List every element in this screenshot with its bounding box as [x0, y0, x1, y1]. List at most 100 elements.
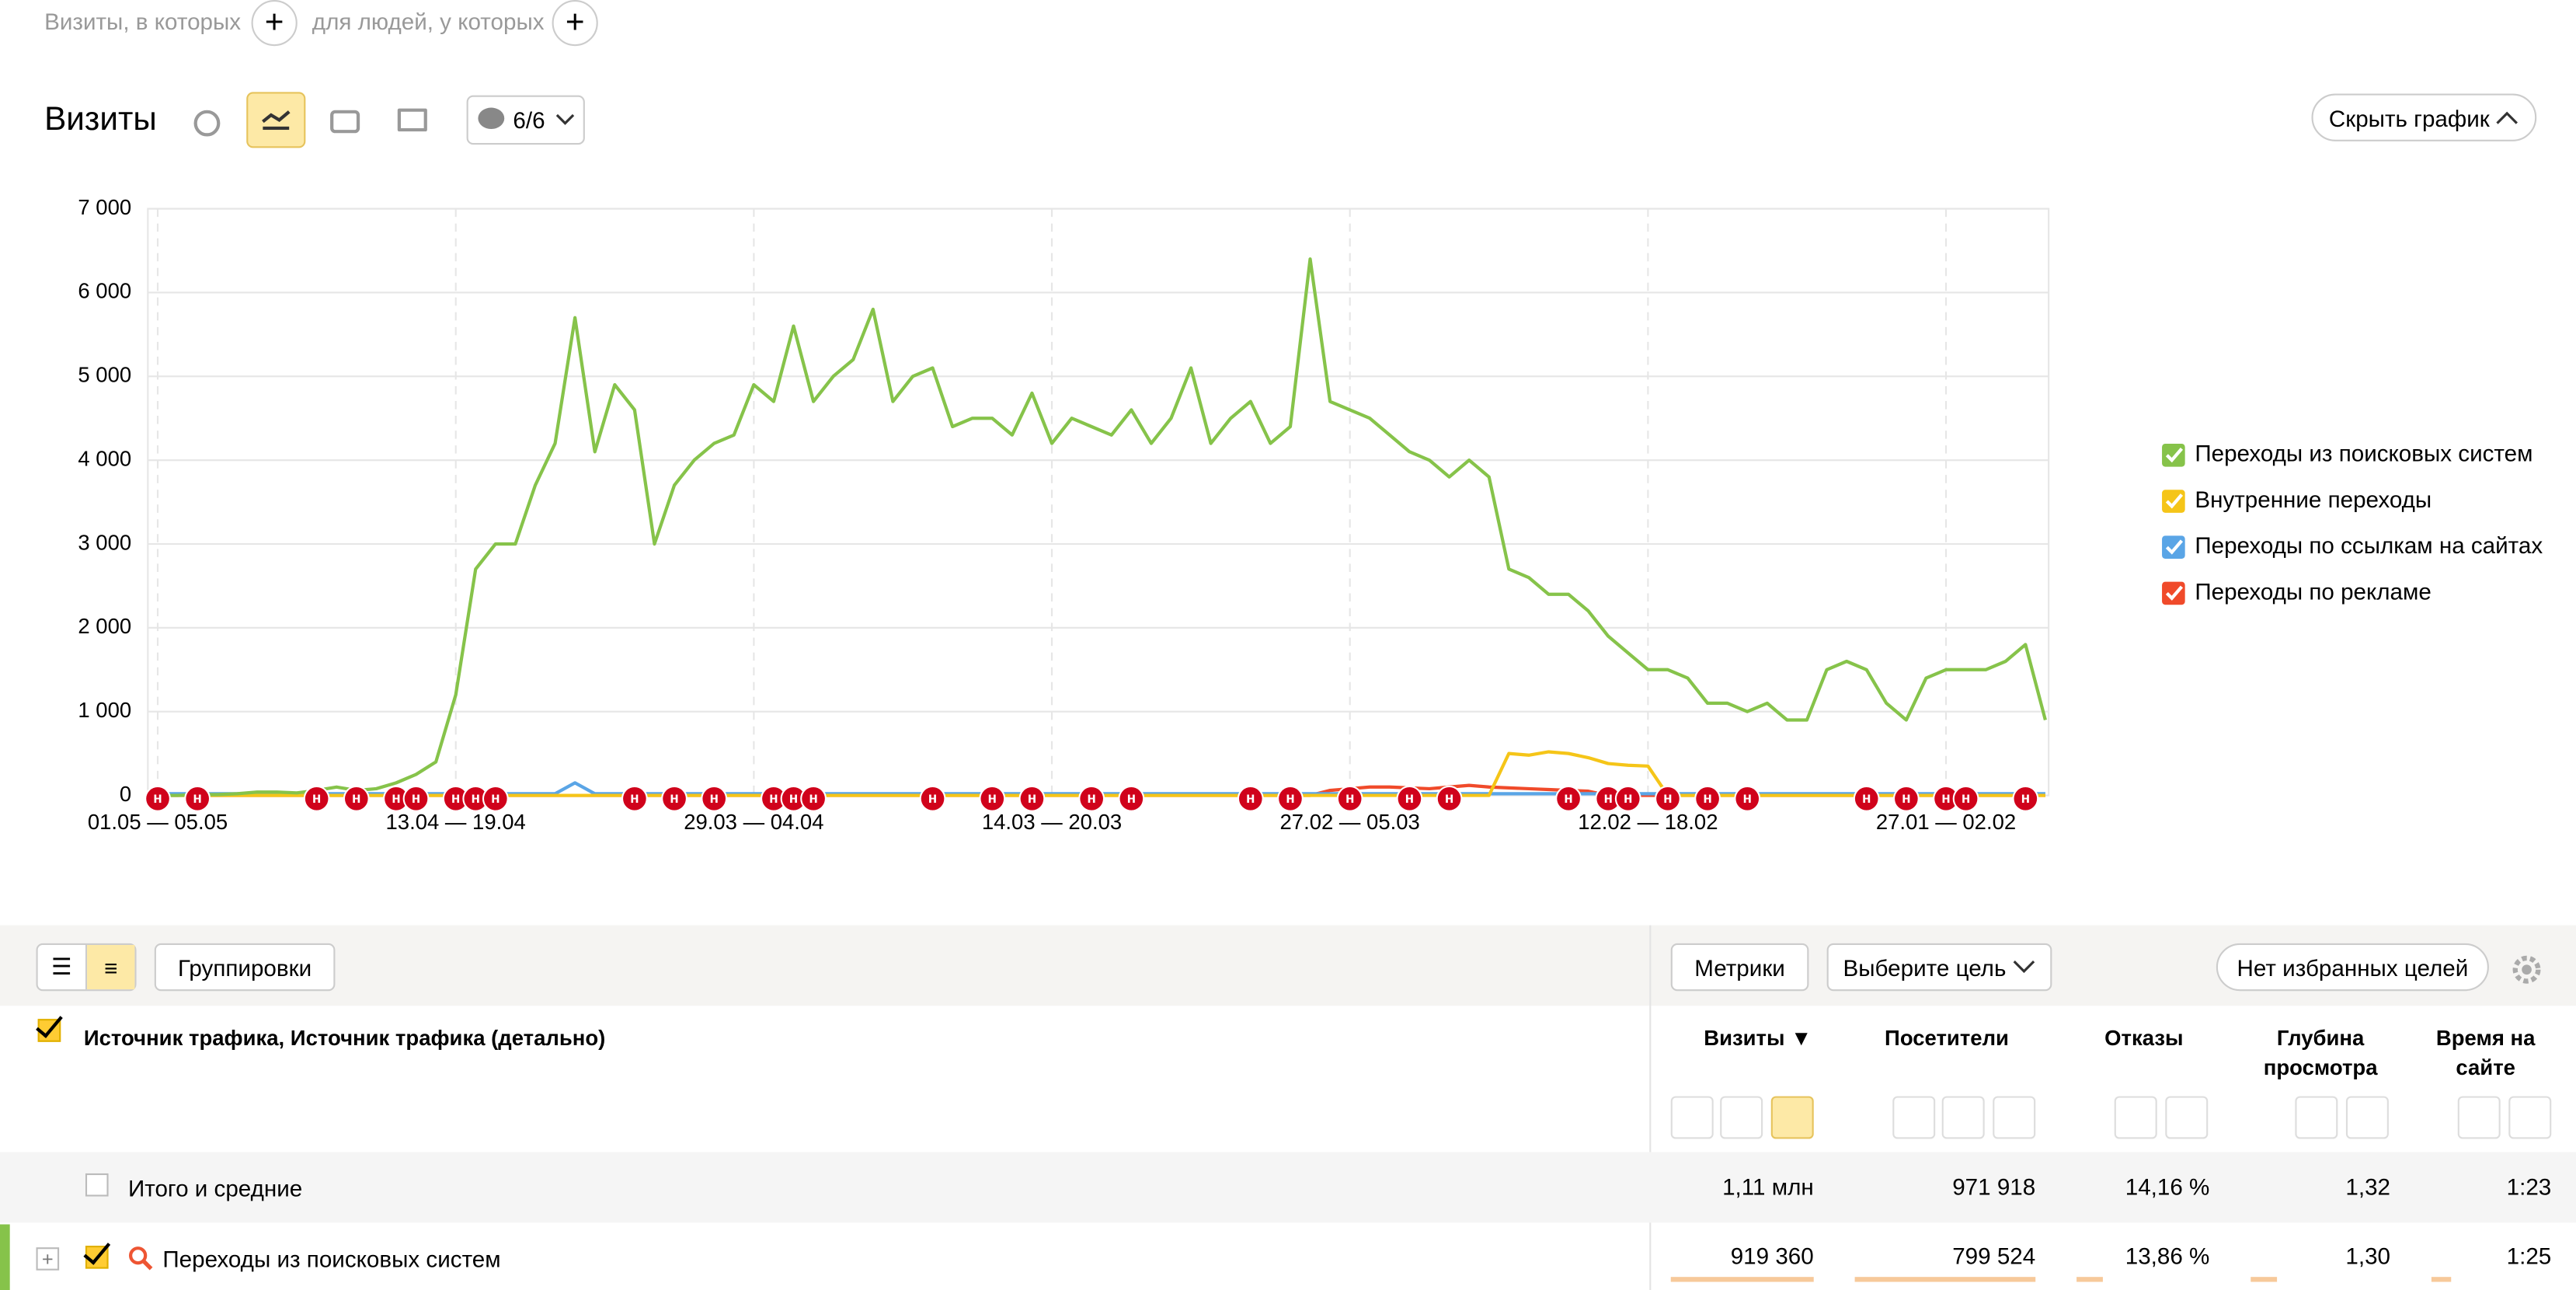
annotation-marker[interactable]: н	[1614, 785, 1641, 812]
notes-counter: 6/6	[513, 106, 545, 134]
checkbox[interactable]	[37, 1019, 61, 1042]
marker-label: н	[1941, 790, 1951, 807]
legend-item[interactable]: Переходы из поисковых систем	[2162, 441, 2532, 467]
annotation-marker[interactable]: н	[1952, 785, 1979, 812]
filter-label: для людей, у которых	[312, 8, 545, 35]
annotation-marker[interactable]: н	[919, 785, 946, 812]
annotation-marker[interactable]: н	[1892, 785, 1920, 812]
expand-button[interactable]: +	[36, 1247, 60, 1271]
search-icon	[129, 1246, 153, 1271]
legend-label: Внутренние переходы	[2195, 487, 2432, 513]
annotation-marker[interactable]: н	[1396, 785, 1423, 812]
annotation-marker[interactable]: н	[343, 785, 370, 812]
goal-select[interactable]: Выберите цель	[1826, 943, 2052, 992]
row-label: Итого и средние	[127, 1175, 303, 1201]
button-label: Выберите цель	[1843, 954, 2007, 981]
cell: 919 360	[1730, 1242, 1814, 1269]
cell: 1,11 млн	[1722, 1173, 1814, 1200]
bar-view-button[interactable]	[397, 108, 427, 132]
add-filter-button[interactable]: +	[552, 0, 598, 47]
bar-toggle[interactable]	[2508, 1096, 2552, 1139]
annotation-marker[interactable]: н	[2012, 785, 2039, 812]
checkbox[interactable]	[85, 1173, 109, 1197]
line-view-button[interactable]	[246, 92, 306, 148]
annotation-marker[interactable]: н	[621, 785, 648, 812]
area-view-button[interactable]	[330, 110, 360, 134]
groupings-button[interactable]: Группировки	[154, 943, 336, 992]
annotation-marker[interactable]: н	[761, 785, 787, 812]
annotation-marker[interactable]: н	[701, 785, 728, 812]
annotation-marker[interactable]: н	[1655, 785, 1681, 812]
annotation-marker[interactable]: н	[1734, 785, 1761, 812]
cell: 971 918	[1952, 1173, 2036, 1200]
annotation-marker[interactable]: н	[482, 785, 509, 812]
annotation-marker[interactable]: н	[1853, 785, 1880, 812]
annotation-marker[interactable]: н	[1277, 785, 1304, 812]
marker-dot	[800, 785, 827, 812]
column-header[interactable]: Визиты ▼	[1704, 1025, 1812, 1051]
percent-toggle[interactable]	[1941, 1096, 1985, 1139]
favorite-goals-button[interactable]: Нет избранных целей	[2216, 943, 2489, 992]
annotation-marker[interactable]: н	[1694, 785, 1721, 812]
annotation-marker[interactable]: н	[800, 785, 827, 812]
report-toolbar	[0, 925, 2576, 1006]
marker-label: н	[312, 790, 322, 807]
pie-toggle[interactable]	[2457, 1096, 2501, 1139]
column-header[interactable]: Отказы	[2104, 1025, 2184, 1051]
bar-toggle[interactable]	[2165, 1096, 2209, 1139]
legend-item[interactable]: Внутренние переходы	[2162, 487, 2432, 513]
marker-label: н	[928, 790, 938, 807]
button-label: Скрыть график	[2328, 104, 2490, 131]
annotation-marker[interactable]: н	[1078, 785, 1105, 812]
annotation-marker[interactable]: н	[402, 785, 430, 812]
hide-chart-button[interactable]: Скрыть график	[2311, 93, 2537, 141]
y-tick-label: 4 000	[78, 446, 131, 470]
annotation-marker[interactable]: н	[1118, 785, 1145, 812]
pie-toggle[interactable]	[2114, 1096, 2157, 1139]
dimension-header: Источник трафика, Источник трафика (дета…	[83, 1025, 606, 1051]
bar-toggle[interactable]	[2345, 1096, 2389, 1139]
pie-toggle[interactable]	[1892, 1096, 1936, 1139]
annotation-marker[interactable]: н	[979, 785, 1006, 812]
marker-label: н	[1445, 790, 1453, 807]
annotation-marker[interactable]: н	[1555, 785, 1582, 812]
annotation-marker[interactable]: н	[1237, 785, 1264, 812]
annotation-marker[interactable]: н	[1336, 785, 1363, 812]
column-header[interactable]: Время на сайте	[2435, 1025, 2536, 1080]
x-tick-label: 13.04 — 19.04	[386, 810, 526, 834]
view-switch[interactable]: ☰ ≡	[36, 943, 137, 992]
list-view[interactable]: ☰	[38, 945, 88, 990]
column-header[interactable]: Глубина просмотра	[2263, 1025, 2378, 1080]
cell: 1:25	[2506, 1242, 2552, 1269]
settings-icon[interactable]	[2512, 955, 2542, 985]
legend-item[interactable]: Переходы по рекламе	[2162, 579, 2432, 605]
tree-view[interactable]: ≡	[87, 945, 135, 990]
marker-dot	[343, 785, 370, 812]
percent-toggle[interactable]	[1720, 1096, 1763, 1139]
checkbox[interactable]	[85, 1246, 109, 1269]
add-filter-button[interactable]: +	[251, 0, 298, 47]
bar-toggle[interactable]	[1993, 1096, 2036, 1139]
marker-dot	[919, 785, 946, 812]
bar-toggle[interactable]	[1770, 1096, 1814, 1139]
annotation-marker[interactable]: н	[1018, 785, 1046, 812]
notes-button[interactable]: 6/6	[466, 95, 585, 145]
marker-label: н	[1624, 790, 1632, 807]
marker-label: н	[1246, 790, 1255, 807]
pie-toggle[interactable]	[2295, 1096, 2338, 1139]
annotation-marker[interactable]: н	[661, 785, 688, 812]
marker-dot	[303, 785, 330, 812]
annotation-marker[interactable]: н	[1436, 785, 1463, 812]
legend-swatch	[2162, 535, 2185, 560]
legend-label: Переходы по ссылкам на сайтах	[2195, 533, 2543, 559]
x-tick-label: 14.03 — 20.03	[982, 810, 1122, 834]
annotation-marker[interactable]: н	[144, 785, 171, 812]
marker-label: н	[2021, 790, 2030, 807]
pie-view-button[interactable]	[193, 110, 221, 137]
pie-toggle[interactable]	[1670, 1096, 1714, 1139]
annotation-marker[interactable]: н	[184, 785, 211, 812]
annotation-marker[interactable]: н	[303, 785, 330, 812]
column-header[interactable]: Посетители	[1885, 1025, 2009, 1051]
legend-item[interactable]: Переходы по ссылкам на сайтах	[2162, 533, 2543, 559]
metrics-button[interactable]: Метрики	[1670, 943, 1809, 992]
